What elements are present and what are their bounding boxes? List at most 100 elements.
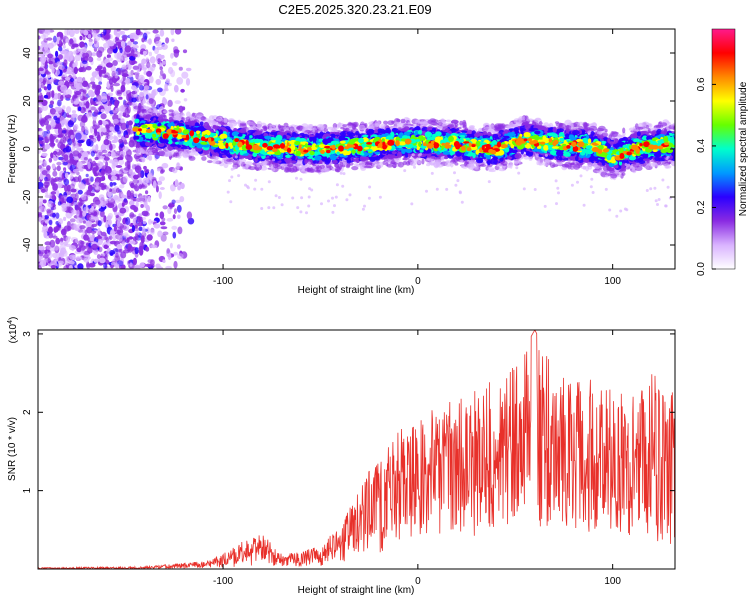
noise-blob <box>142 220 147 225</box>
noise-blob <box>97 160 102 168</box>
noise-blob <box>145 190 149 195</box>
noise-blob <box>172 231 177 239</box>
noise-blob <box>50 152 54 159</box>
noise-blob <box>60 32 64 40</box>
band-blob <box>262 161 268 165</box>
noise-blob <box>75 192 79 201</box>
noise-blob <box>67 120 75 128</box>
noise-blob <box>91 71 97 78</box>
noise-blob <box>91 223 97 228</box>
noise-blob <box>44 143 51 150</box>
band-blob <box>417 121 426 125</box>
noise-blob <box>71 145 76 151</box>
noise-blob <box>152 29 159 34</box>
band-blob <box>421 158 425 165</box>
noise-blob <box>177 226 183 235</box>
noise-blob <box>137 222 143 227</box>
noise-blob <box>130 69 134 76</box>
noise-blob <box>56 161 62 166</box>
band-blob <box>277 125 285 128</box>
noise-blob <box>119 184 125 189</box>
noise-blob <box>148 155 153 161</box>
noise-blob <box>73 156 79 161</box>
noise-blob <box>51 90 55 99</box>
noise-blob <box>70 134 74 140</box>
noise-blob <box>103 156 110 161</box>
noise-blob <box>77 175 82 183</box>
band-blob <box>664 163 670 169</box>
noise-blob <box>52 183 58 191</box>
noise-blob <box>108 78 114 85</box>
noise-blob <box>81 46 87 52</box>
band-blob <box>596 128 605 132</box>
noise-blob <box>122 175 128 183</box>
noise-blob <box>50 100 54 105</box>
noise-blob <box>102 128 107 133</box>
noise-blob <box>135 29 141 36</box>
noise-blob <box>106 266 111 269</box>
noise-blob <box>55 69 60 76</box>
noise-blob <box>68 260 75 265</box>
noise-blob <box>82 220 86 224</box>
noise-blob <box>144 194 150 203</box>
noise-blob <box>142 226 146 235</box>
noise-blob <box>131 225 135 233</box>
noise-blob <box>98 194 105 201</box>
noise-blob <box>108 132 113 136</box>
noise-blob <box>90 77 95 82</box>
noise-blob <box>121 64 127 70</box>
noise-blob <box>90 230 97 234</box>
band-blob <box>450 161 454 168</box>
noise-blob <box>62 44 66 49</box>
noise-blob <box>75 256 81 261</box>
noise-blob <box>148 51 153 57</box>
noise-blob <box>75 132 82 140</box>
noise-blob <box>91 243 98 251</box>
band-blob <box>494 125 501 130</box>
noise-blob <box>82 91 87 98</box>
noise-blob <box>166 248 170 254</box>
noise-blob <box>157 230 163 238</box>
noise-blob <box>162 259 166 264</box>
noise-blob <box>119 207 127 214</box>
noise-blob <box>43 86 48 91</box>
noise-blob <box>171 199 176 205</box>
noise-blob <box>133 174 139 180</box>
noise-blob <box>107 92 114 97</box>
band-blob <box>358 124 366 131</box>
noise-blob <box>161 162 169 169</box>
noise-blob <box>173 260 178 269</box>
band-blob <box>374 120 381 126</box>
noise-blob <box>83 234 89 241</box>
noise-blob <box>69 29 75 38</box>
noise-blob <box>125 217 131 225</box>
noise-blob <box>168 66 174 75</box>
noise-blob <box>70 193 77 198</box>
noise-blob <box>104 224 109 228</box>
band-blob <box>509 163 513 169</box>
noise-blob <box>172 214 176 220</box>
noise-blob <box>43 254 49 259</box>
noise-blob <box>38 149 41 154</box>
noise-blob <box>38 35 41 40</box>
noise-blob <box>93 33 101 42</box>
noise-blob <box>117 130 121 135</box>
noise-blob <box>44 71 51 75</box>
noise-blob <box>51 202 55 206</box>
noise-blob <box>52 150 58 156</box>
noise-blob <box>167 82 172 87</box>
noise-blob <box>94 172 100 177</box>
noise-blob <box>76 161 83 169</box>
noise-blob <box>51 195 56 200</box>
band-blob <box>427 119 433 124</box>
noise-blob <box>38 245 45 251</box>
noise-blob <box>167 252 172 261</box>
noise-blob <box>55 117 61 124</box>
noise-blob <box>160 226 168 230</box>
band-blob <box>631 128 637 132</box>
noise-blob <box>181 71 189 79</box>
noise-blob <box>64 261 69 266</box>
noise-blob <box>69 218 76 223</box>
band-blob <box>239 122 247 126</box>
noise-blob <box>146 70 153 77</box>
